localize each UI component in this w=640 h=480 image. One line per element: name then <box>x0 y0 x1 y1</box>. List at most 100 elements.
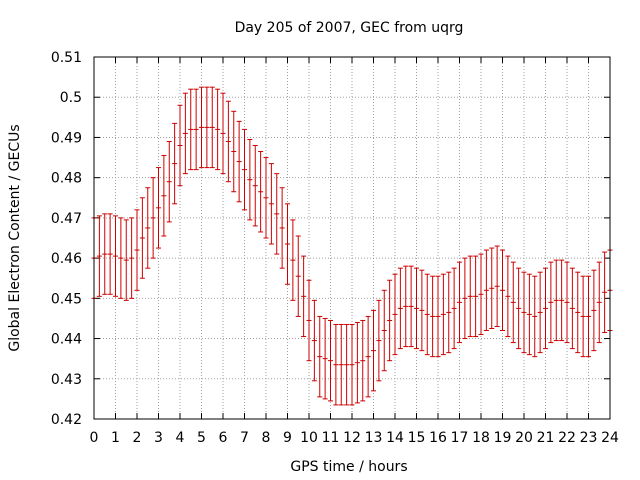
x-tick-label: 10 <box>300 430 318 446</box>
error-bar-point <box>285 203 290 285</box>
error-bar-point <box>182 92 188 175</box>
x-tick-label: 1 <box>111 430 120 446</box>
error-bar-point <box>322 317 328 400</box>
error-bar-point <box>408 265 414 348</box>
error-bar-point <box>107 213 113 295</box>
error-bar-point <box>242 128 247 211</box>
error-bar-point <box>419 269 425 352</box>
y-tick-label: 0.46 <box>51 251 82 267</box>
error-bar-point <box>424 273 430 356</box>
error-bar-point <box>290 219 296 301</box>
error-bar-point <box>215 88 221 171</box>
error-bar-point <box>387 279 393 362</box>
error-bar-point <box>575 271 581 354</box>
x-tick-label: 8 <box>262 430 271 446</box>
error-bar-point <box>156 167 161 249</box>
error-bar-point <box>204 86 210 169</box>
error-bar-point <box>231 110 237 193</box>
error-bar-point <box>349 323 355 406</box>
error-bar-point <box>543 267 548 350</box>
error-bar-point <box>220 92 226 175</box>
x-tick-label: 5 <box>197 430 206 446</box>
y-axis-label: Global Electron Content / GECUs <box>7 124 23 351</box>
x-tick-label: 0 <box>90 430 99 446</box>
error-bar-point <box>344 323 350 406</box>
error-bar-point <box>376 299 382 382</box>
x-tick-label: 12 <box>343 430 361 446</box>
error-bar-point <box>381 289 387 372</box>
y-tick-label: 0.48 <box>51 171 82 187</box>
error-bar-point <box>586 275 591 358</box>
x-tick-label: 24 <box>601 430 619 446</box>
error-bar-point <box>252 144 258 227</box>
error-bar-point <box>338 323 344 406</box>
y-tick-label: 0.43 <box>51 372 82 388</box>
error-bar-point <box>430 275 436 358</box>
error-bar-point <box>301 255 307 338</box>
y-tick-label: 0.47 <box>51 211 82 227</box>
error-bar-point <box>537 271 543 354</box>
x-tick-label: 14 <box>386 430 404 446</box>
x-tick-label: 23 <box>580 430 598 446</box>
y-tick-label: 0.44 <box>51 332 82 348</box>
x-tick-label: 7 <box>240 430 249 446</box>
y-tick-label: 0.5 <box>60 90 82 106</box>
error-bar-point <box>118 217 124 299</box>
error-bar-point <box>123 219 129 301</box>
error-bar-point <box>236 120 242 203</box>
y-axis: 0.42 0.43 0.44 0.45 0.46 0.47 0.48 0.49 0.5 0.51 <box>51 50 610 428</box>
error-bar-point <box>446 271 452 354</box>
error-bar-point <box>500 249 505 332</box>
plot-frame <box>93 56 611 420</box>
error-bar-point <box>553 259 559 342</box>
error-bar-point <box>510 261 516 344</box>
error-bar-point <box>96 215 102 297</box>
error-bar-point <box>258 151 264 233</box>
error-bar-point <box>489 247 495 329</box>
x-tick-label: 21 <box>537 430 555 446</box>
x-tick-label: 15 <box>408 430 426 446</box>
error-bar-point <box>505 255 511 338</box>
error-bar-point <box>591 269 597 352</box>
x-tick-label: 20 <box>515 430 533 446</box>
error-bar-point <box>392 273 398 356</box>
x-tick-label: 6 <box>219 430 228 446</box>
error-bar-point <box>311 299 317 382</box>
x-tick-label: 9 <box>283 430 292 446</box>
x-tick-label: 19 <box>494 430 512 446</box>
x-axis-label: GPS time / hours <box>290 459 407 475</box>
error-bar-point <box>526 273 532 356</box>
x-tick-label: 22 <box>558 430 576 446</box>
error-bar-point <box>161 155 167 237</box>
error-bar-point <box>209 86 215 169</box>
error-bar-point <box>451 267 457 350</box>
error-bar-point <box>462 257 468 340</box>
error-bar-point <box>435 275 441 358</box>
y-tick-label: 0.51 <box>51 50 82 66</box>
error-bar-point <box>306 279 312 362</box>
error-bar-point <box>371 309 376 392</box>
error-bar-point <box>354 321 360 404</box>
error-bar-point <box>360 319 366 402</box>
error-bar-point <box>199 86 204 169</box>
error-bar-point <box>145 187 151 269</box>
error-bar-point <box>403 265 409 348</box>
error-bar-point <box>414 267 419 350</box>
error-bar-point <box>532 275 538 358</box>
error-bar-point <box>134 209 140 291</box>
error-bar-point <box>467 255 473 338</box>
error-bar-point <box>559 259 565 342</box>
error-bar-point <box>166 140 172 223</box>
error-bar-point <box>333 323 339 406</box>
error-bar-point <box>268 163 274 245</box>
chart-title: Day 205 of 2007, GEC from uqrg <box>235 20 464 36</box>
error-bar-point <box>516 267 522 350</box>
x-axis: 0 1 2 3 4 5 6 7 8 9 10 11 12 13 14 15 16 17 18 19 20 21 22 23 24 <box>90 57 619 446</box>
error-bar-point <box>113 215 118 297</box>
error-bar-point <box>172 122 178 205</box>
error-bar-point <box>274 173 280 255</box>
error-bar-point <box>457 261 462 344</box>
error-bar-point <box>193 88 199 171</box>
error-bar-point <box>188 88 194 171</box>
